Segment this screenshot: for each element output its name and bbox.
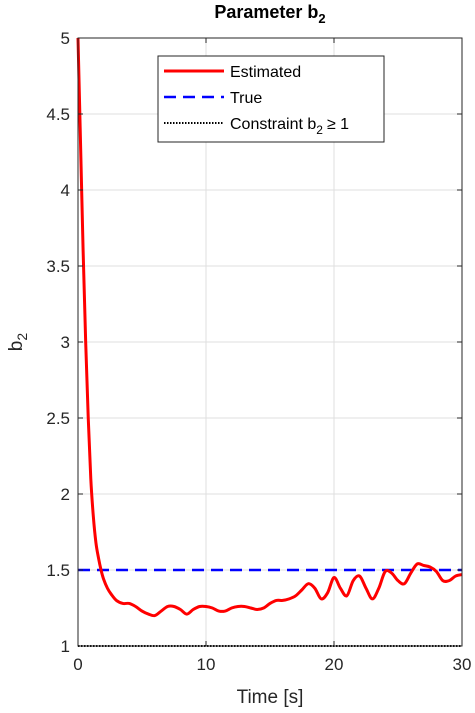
y-tick-label: 5 (61, 29, 70, 48)
legend-label-true: True (230, 90, 262, 107)
x-tick-label: 0 (73, 655, 82, 674)
y-tick-label: 3.5 (46, 257, 70, 276)
series-line-estimated (76, 37, 463, 618)
y-tick-label: 2 (61, 485, 70, 504)
y-tick-label: 4 (61, 181, 70, 200)
ticks (77, 37, 463, 647)
y-tick-label: 3 (61, 333, 70, 352)
legend-label-constraint-subscript: 2 (316, 123, 323, 137)
x-axis-title: Time [s] (237, 687, 304, 708)
legend-label-estimated: Estimated (230, 64, 301, 81)
y-tick-label: 2.5 (46, 409, 70, 428)
y-axis-title-subscript: 2 (14, 333, 30, 341)
legend-label-constraint-main: Constraint b (230, 116, 316, 133)
tick-labels: 0 10 20 30 1 1.5 2 2.5 3 3.5 4 4.5 5 (46, 29, 471, 674)
chart-title-subscript: 2 (318, 11, 325, 26)
legend-label-constraint-suffix: ≥ 1 (327, 116, 349, 133)
chart-title: Parameter b2 (214, 2, 325, 26)
legend-label-constraint: Constraint b2 ≥ 1 (230, 116, 349, 137)
x-tick-label: 10 (197, 655, 216, 674)
y-tick-label: 1 (61, 637, 70, 656)
x-tick-label: 20 (325, 655, 344, 674)
y-tick-label: 1.5 (46, 561, 70, 580)
x-tick-label: 30 (453, 655, 472, 674)
y-axis-title-main: b (6, 341, 27, 352)
chart-title-main: Parameter b (214, 2, 318, 22)
y-tick-label: 4.5 (46, 105, 70, 124)
legend: Estimated True Constraint b2 ≥ 1 (157, 55, 385, 143)
y-axis-title: b2 (6, 333, 30, 352)
